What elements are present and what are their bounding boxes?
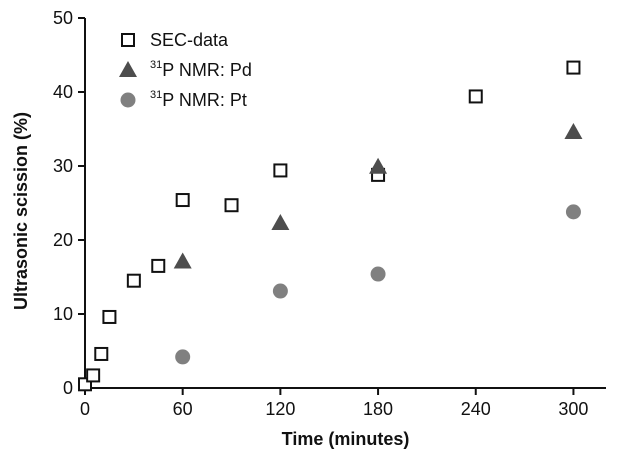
data-point <box>94 346 109 361</box>
data-point <box>468 89 483 104</box>
series-31p-nmr-pt <box>175 204 581 365</box>
y-tick-label: 10 <box>53 304 73 324</box>
data-point <box>565 204 581 220</box>
legend-item: 31P NMR: Pd <box>119 59 252 80</box>
legend-item: SEC-data <box>121 30 229 50</box>
data-point <box>175 193 190 208</box>
legend-label: SEC-data <box>150 30 229 50</box>
data-point <box>175 349 191 365</box>
legend-label-superscript: 31 <box>150 89 162 101</box>
data-point <box>273 163 288 178</box>
data-point <box>566 60 581 75</box>
legend-marker <box>121 33 135 47</box>
legend-label: 31P NMR: Pt <box>150 89 247 110</box>
y-tick-label: 0 <box>63 378 73 398</box>
data-point <box>173 252 192 269</box>
y-tick-label: 50 <box>53 8 73 28</box>
legend-label-superscript: 31 <box>150 59 162 71</box>
y-tick-label: 20 <box>53 230 73 250</box>
y-axis-title: Ultrasonic scission (%) <box>11 112 31 310</box>
y-tick-label: 30 <box>53 156 73 176</box>
legend-label-main: P NMR: Pd <box>162 60 252 80</box>
data-point <box>370 266 386 282</box>
plot-points <box>78 60 583 392</box>
x-tick-label: 120 <box>265 399 295 419</box>
series-sec-data <box>78 60 581 392</box>
data-point <box>151 258 166 273</box>
x-tick-label: 300 <box>558 399 588 419</box>
data-point <box>564 122 583 139</box>
data-point <box>272 283 288 299</box>
x-tick-label: 60 <box>173 399 193 419</box>
y-tick-label: 40 <box>53 82 73 102</box>
legend-item: 31P NMR: Pt <box>120 89 247 110</box>
data-point <box>224 198 239 213</box>
x-tick-label: 0 <box>80 399 90 419</box>
legend-label-main: P NMR: Pt <box>162 90 247 110</box>
x-tick-label: 180 <box>363 399 393 419</box>
y-axis: 0 10 20 30 40 50 <box>53 8 86 398</box>
x-axis: 0 60 120 180 240 300 <box>80 387 606 419</box>
data-point <box>102 309 117 324</box>
data-point <box>126 273 141 288</box>
x-tick-label: 240 <box>461 399 491 419</box>
data-point <box>369 157 388 174</box>
legend-marker <box>119 61 137 77</box>
series-31p-nmr-pd <box>173 122 583 269</box>
data-point <box>86 368 101 383</box>
legend-marker <box>120 92 136 108</box>
legend-label: 31P NMR: Pd <box>150 59 252 80</box>
x-axis-title: Time (minutes) <box>282 429 410 449</box>
data-point <box>271 213 290 230</box>
